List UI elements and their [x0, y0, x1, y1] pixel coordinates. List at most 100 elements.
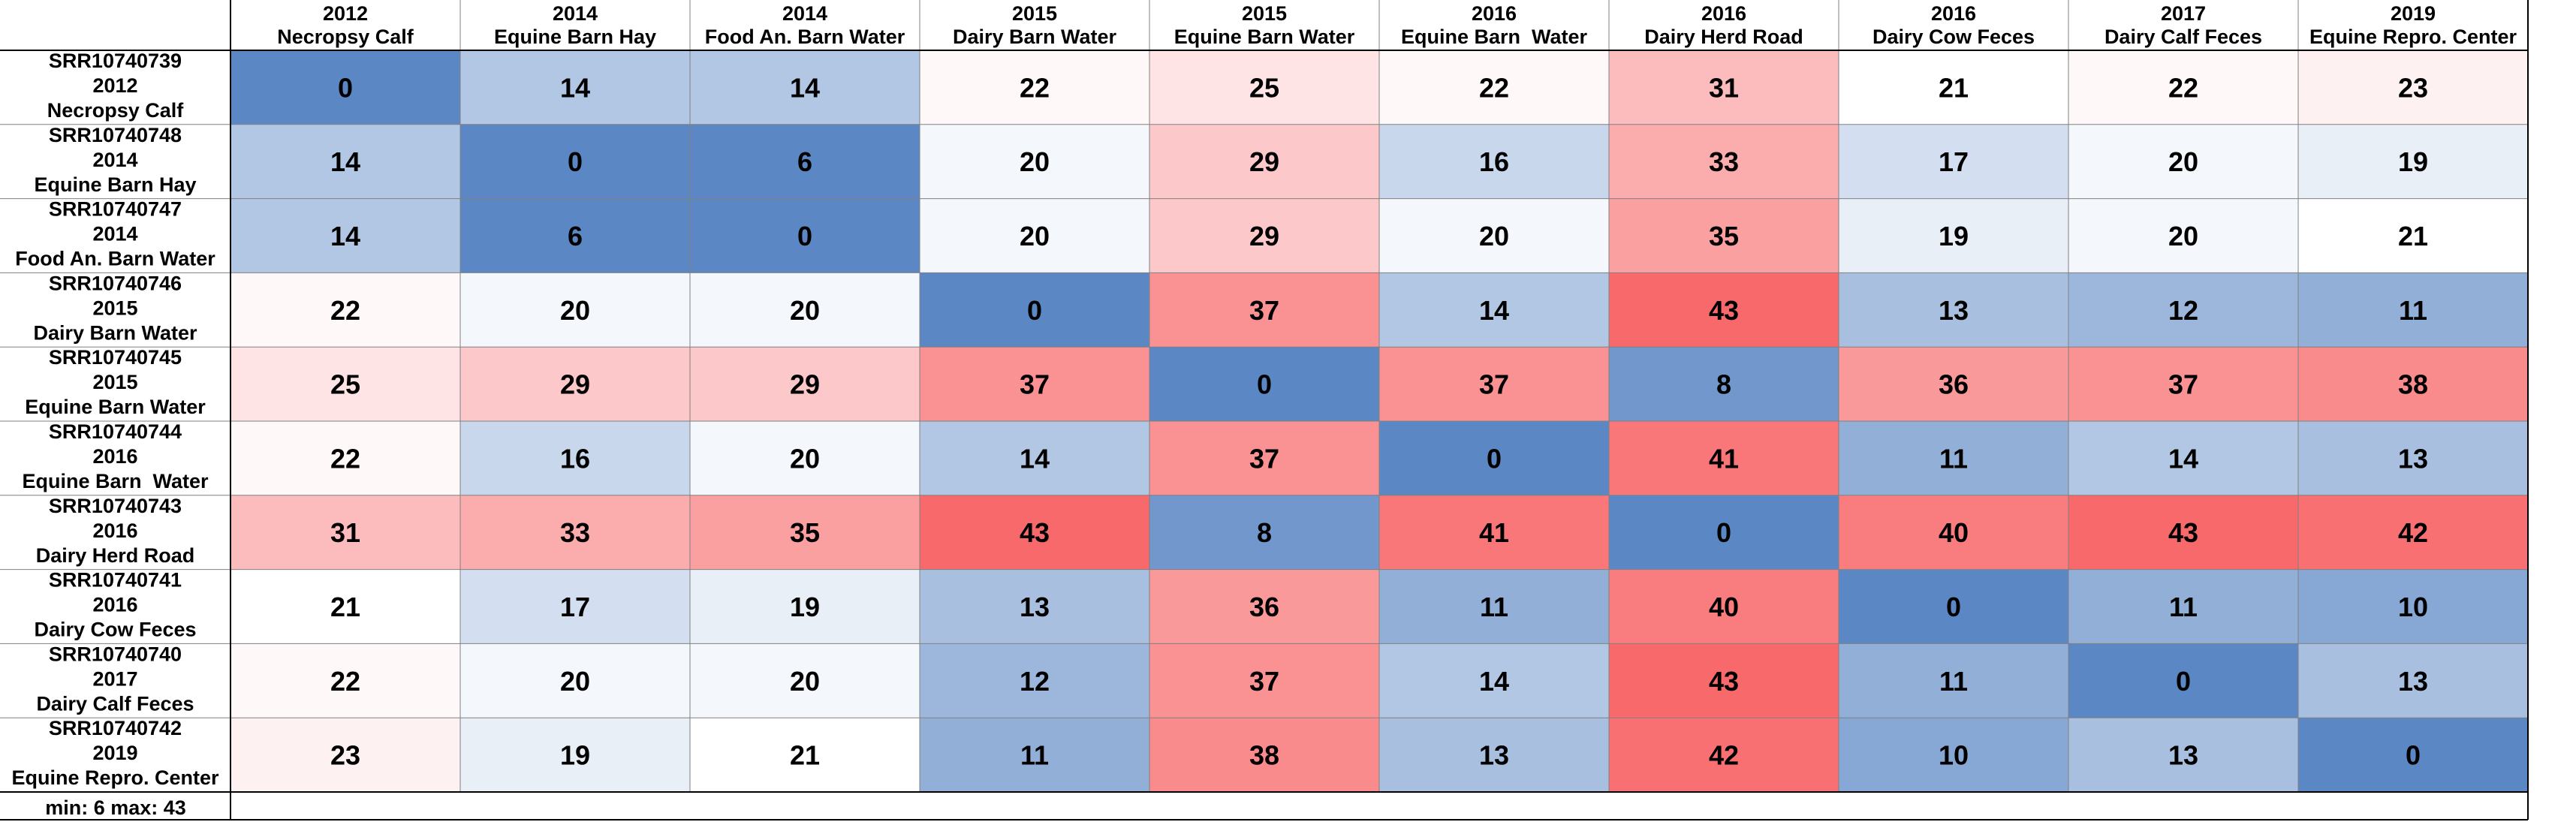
- column-header-year: 2017: [2161, 2, 2206, 25]
- heatmap-cell: [2298, 569, 2528, 644]
- heatmap-cell: [2068, 50, 2298, 125]
- row-header-name: Dairy Calf Feces: [36, 692, 194, 715]
- column-header-year: 2019: [2391, 2, 2436, 25]
- cell-value-label: 20: [2168, 146, 2198, 177]
- heatmap-cell: [230, 495, 460, 570]
- cell-value-label: 20: [1020, 146, 1050, 177]
- cell-value-label: 17: [1939, 146, 1969, 177]
- cell-value-label: 14: [1479, 295, 1509, 326]
- heatmap-cell: [1379, 421, 1609, 495]
- heatmap-cell: [920, 198, 1149, 273]
- heatmap-cell: [1149, 643, 1379, 718]
- heatmap-cell: [690, 643, 920, 718]
- heatmap-cell: [230, 124, 460, 199]
- cell-value-label: 41: [1479, 517, 1509, 548]
- column-header-name: Dairy Herd Road: [1644, 26, 1803, 48]
- heatmap-cell: [1609, 421, 1839, 495]
- cell-value-label: 19: [1939, 221, 1969, 251]
- cell-value-label: 37: [1479, 369, 1509, 400]
- heatmap-cell: [460, 124, 690, 199]
- column-header-year: 2016: [1472, 2, 1517, 25]
- heatmap-cell: [1839, 347, 2068, 421]
- cell-value-label: 13: [2398, 443, 2428, 474]
- heatmap-cell: [230, 718, 460, 792]
- cell-value-label: 43: [1709, 666, 1739, 697]
- heatmap-cell: [460, 272, 690, 348]
- heatmap-cell: [230, 347, 460, 421]
- cell-value-label: 11: [1480, 592, 1508, 622]
- heatmap-cell: [1149, 421, 1379, 495]
- cell-value-label: 37: [1249, 666, 1279, 697]
- heatmap-cell: [690, 495, 920, 570]
- heatmap-cell: [2068, 124, 2298, 199]
- cell-value-label: 19: [790, 592, 820, 622]
- cell-value-label: 14: [790, 72, 820, 103]
- cell-value-label: 37: [2168, 369, 2198, 400]
- cell-value-label: 22: [1020, 72, 1050, 103]
- cell-value-label: 11: [2399, 295, 2427, 326]
- heatmap-cell: [690, 198, 920, 273]
- cell-value-label: 20: [790, 666, 820, 697]
- heatmap-cell: [1609, 718, 1839, 792]
- heatmap-cell: [2068, 272, 2298, 348]
- heatmap-cell: [460, 347, 690, 421]
- heatmap-cell: [1839, 124, 2068, 199]
- cell-value-label: 19: [2398, 146, 2428, 177]
- cell-value-label: 10: [2398, 592, 2428, 622]
- cell-value-label: 17: [560, 592, 590, 622]
- cell-value-label: 29: [790, 369, 820, 400]
- heatmap-cell: [460, 198, 690, 273]
- cell-value-label: 0: [568, 146, 583, 177]
- heatmap-cell: [1379, 718, 1609, 792]
- cell-value-label: 37: [1249, 443, 1279, 474]
- cell-value-label: 22: [330, 443, 360, 474]
- heatmap-cell: [1609, 569, 1839, 644]
- heatmap-cell: [1149, 495, 1379, 570]
- heatmap-cell: [690, 569, 920, 644]
- cell-value-label: 12: [1020, 666, 1050, 697]
- cell-value-label: 14: [1020, 443, 1050, 474]
- heatmap-cell: [1609, 495, 1839, 570]
- cell-value-label: 0: [1946, 592, 1961, 622]
- cell-value-label: 13: [2168, 740, 2198, 771]
- heatmap-cell: [690, 50, 920, 125]
- row-header-name: Necropsy Calf: [47, 99, 185, 122]
- heatmap-cell: [690, 421, 920, 495]
- cell-value-label: 33: [1709, 146, 1739, 177]
- heatmap-cell: [460, 495, 690, 570]
- cell-value-label: 20: [790, 295, 820, 326]
- heatmap-cell: [920, 50, 1149, 125]
- cell-value-label: 0: [1027, 295, 1042, 326]
- heatmap-cell: [230, 421, 460, 495]
- heatmap-cell: [460, 421, 690, 495]
- heatmap-cell: [1379, 569, 1609, 644]
- heatmap-cell: [2298, 50, 2528, 125]
- cell-value-label: 29: [1249, 146, 1279, 177]
- cell-value-label: 13: [1479, 740, 1509, 771]
- heatmap-cell: [1149, 272, 1379, 348]
- heatmap-cell: [1609, 124, 1839, 199]
- cell-value-label: 29: [560, 369, 590, 400]
- row-header-id: SRR10740742: [49, 717, 182, 739]
- cell-value-label: 20: [1479, 221, 1509, 251]
- cell-value-label: 43: [2168, 517, 2198, 548]
- column-header-name: Dairy Cow Feces: [1872, 26, 2035, 48]
- row-header-name: Equine Barn Water: [25, 396, 206, 418]
- cell-value-label: 23: [330, 740, 360, 771]
- cell-value-label: 33: [560, 517, 590, 548]
- row-header-year: 2016: [92, 594, 137, 616]
- heatmap-cell: [1379, 50, 1609, 125]
- cell-value-label: 22: [330, 666, 360, 697]
- heatmap-cell: [230, 569, 460, 644]
- heatmap-cell: [1609, 347, 1839, 421]
- cell-value-label: 0: [1716, 517, 1731, 548]
- heatmap-cell: [2298, 495, 2528, 570]
- heatmap-cell: [1379, 643, 1609, 718]
- heatmap-cell: [1839, 495, 2068, 570]
- heatmap-cell: [2068, 347, 2298, 421]
- cell-value-label: 42: [1709, 740, 1739, 771]
- heatmap-cell: [690, 718, 920, 792]
- cell-value-label: 37: [1020, 369, 1050, 400]
- row-header-name: Equine Barn Water: [22, 470, 209, 492]
